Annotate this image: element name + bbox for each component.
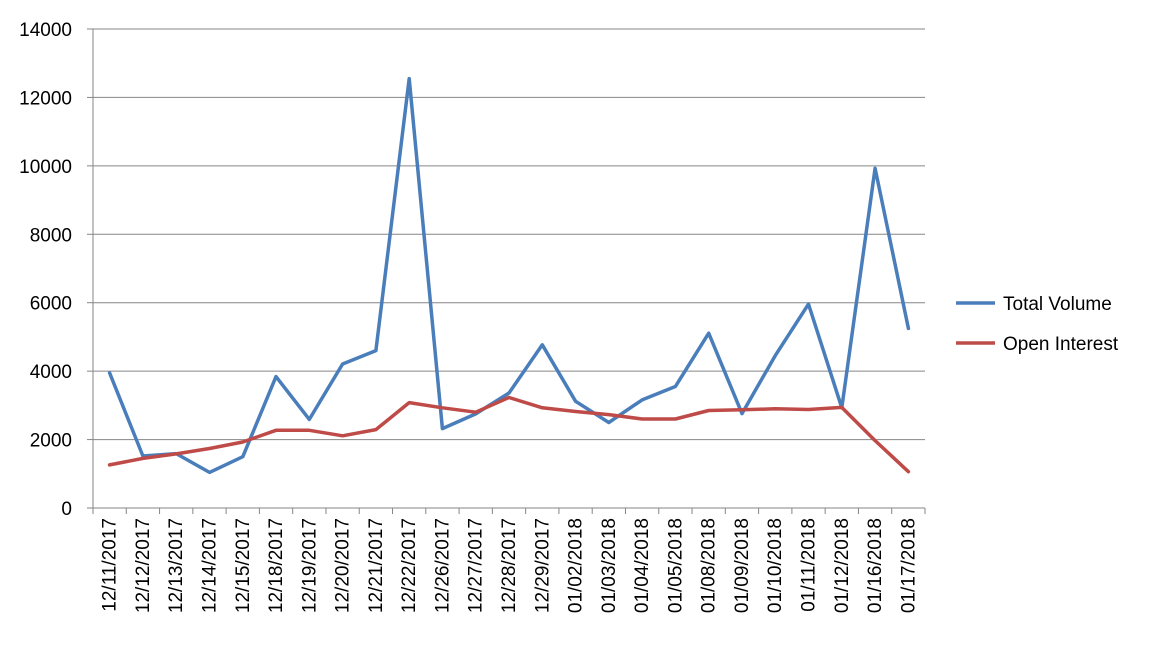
x-tick-label: 12/21/2017 xyxy=(366,518,387,613)
y-tick-label: 0 xyxy=(61,499,72,520)
x-axis-ticks: 12/11/2017 12/12/2017 12/13/2017 12/14/2017… xyxy=(100,518,920,613)
x-tick-label: 01/09/2018 xyxy=(732,518,753,613)
y-tick-label: 2000 xyxy=(30,431,72,452)
y-tick-label: 14000 xyxy=(19,20,72,41)
x-tick-label: 12/19/2017 xyxy=(299,518,320,613)
x-tick-label: 12/14/2017 xyxy=(199,518,220,613)
x-tick-label: 12/22/2017 xyxy=(399,518,420,613)
x-tick-label: 12/12/2017 xyxy=(133,518,154,613)
legend-label: Open Interest xyxy=(1003,334,1119,355)
x-tick-label: 12/27/2017 xyxy=(466,518,487,613)
legend-label: Total Volume xyxy=(1003,294,1112,315)
series-lines xyxy=(107,76,911,475)
x-tick-label: 01/17/2018 xyxy=(898,518,919,613)
y-tick-label: 10000 xyxy=(19,157,72,178)
x-tick-label: 12/13/2017 xyxy=(166,518,187,613)
y-tick-label: 4000 xyxy=(30,362,72,383)
axes xyxy=(87,28,926,514)
x-tick-label: 01/16/2018 xyxy=(865,518,886,613)
x-tick-label: 01/08/2018 xyxy=(699,518,720,613)
x-tick-label: 01/05/2018 xyxy=(665,518,686,613)
x-tick-label: 12/15/2017 xyxy=(233,518,254,613)
y-axis-ticks: 0 2000 4000 6000 8000 10000 12000 14000 xyxy=(19,20,72,520)
x-tick-label: 12/26/2017 xyxy=(432,518,453,613)
x-tick-label: 01/03/2018 xyxy=(599,518,620,613)
x-tick-label: 01/12/2018 xyxy=(832,518,853,613)
x-tick-label: 12/20/2017 xyxy=(333,518,354,613)
x-tick-label: 12/29/2017 xyxy=(532,518,553,613)
y-tick-label: 6000 xyxy=(30,294,72,315)
x-tick-label: 12/11/2017 xyxy=(100,518,121,612)
y-tick-label: 12000 xyxy=(19,88,72,109)
x-tick-label: 01/02/2018 xyxy=(566,518,587,613)
x-tick-label: 12/28/2017 xyxy=(499,518,520,613)
series-line-total-volume xyxy=(107,76,911,475)
x-tick-label: 01/04/2018 xyxy=(632,518,653,613)
legend: Total Volume Open Interest xyxy=(956,294,1119,355)
series-line-open-interest xyxy=(107,395,911,474)
gridlines xyxy=(93,28,925,441)
x-tick-label: 12/18/2017 xyxy=(266,518,287,613)
x-tick-label: 01/11/2018 xyxy=(799,518,820,612)
x-tick-label: 01/10/2018 xyxy=(765,518,786,613)
y-tick-label: 8000 xyxy=(30,225,72,246)
